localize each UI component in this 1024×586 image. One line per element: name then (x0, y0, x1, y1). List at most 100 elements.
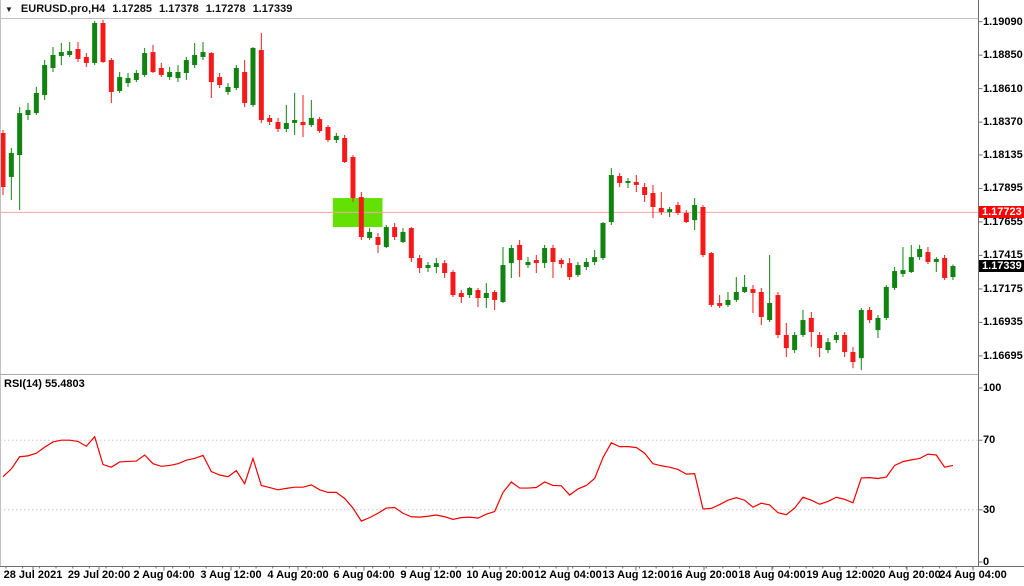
bull-candle (175, 72, 181, 79)
price-tick-label: 1.16935 (983, 316, 1023, 329)
time-tick-label: 4 Aug 20:00 (267, 569, 329, 581)
bear-candle (533, 260, 539, 264)
bear-candle (708, 253, 714, 305)
time-tick-label: 28 Jul 2021 (3, 569, 63, 581)
bull-candle (908, 257, 914, 273)
bull-candle (575, 265, 581, 275)
bull-candle (858, 309, 864, 359)
price-tick-label: 1.17415 (983, 249, 1023, 262)
bull-candle (183, 60, 189, 73)
bull-candle (917, 248, 923, 258)
bear-candle (942, 258, 948, 279)
price-tick-label: 1.18370 (983, 116, 1023, 129)
price-tick-label: 1.17895 (983, 182, 1023, 195)
bull-candle (192, 54, 198, 66)
bear-candle (242, 72, 248, 104)
bull-candle (200, 52, 206, 57)
bull-candle (525, 261, 531, 266)
bull-candle (508, 248, 514, 264)
bull-candle (600, 223, 606, 259)
symbol-period-label: EURUSD.pro,H4 (20, 3, 106, 15)
bear-candle (300, 121, 306, 126)
price-tick-label: 1.16695 (983, 349, 1023, 362)
bull-candle (733, 291, 739, 300)
bull-candle (833, 334, 839, 340)
time-tick-label: 13 Aug 12:00 (602, 569, 670, 581)
bull-candle (8, 152, 14, 177)
rsi-tick-label: 70 (983, 434, 996, 447)
bear-candle (783, 334, 789, 349)
bull-candle (67, 50, 73, 55)
bear-candle (750, 289, 756, 293)
bull-candle (825, 342, 831, 351)
bull-candle (725, 299, 731, 305)
bear-candle (517, 244, 523, 261)
bear-candle (758, 291, 764, 317)
bear-candle (108, 60, 114, 92)
time-tick-label: 18 Aug 04:00 (738, 569, 806, 581)
bull-candle (33, 92, 39, 114)
bear-candle (850, 351, 856, 363)
time-tick-label: 6 Aug 04:00 (333, 569, 395, 581)
time-tick-label: 20 Aug 20:00 (873, 569, 941, 581)
bull-candle (767, 303, 773, 321)
bear-candle (683, 212, 689, 223)
quote-close: 1.17339 (252, 3, 293, 15)
bear-candle (658, 207, 664, 213)
time-tick-label: 24 Aug 04:00 (939, 569, 1007, 581)
bull-candle (367, 231, 373, 238)
bear-candle (717, 303, 723, 306)
bear-candle (75, 48, 81, 60)
bear-candle (217, 77, 223, 85)
bear-candle (700, 206, 706, 255)
bull-candle (333, 135, 339, 140)
bear-candle (650, 193, 656, 207)
bull-candle (542, 248, 548, 264)
bull-candle (625, 181, 631, 183)
bull-candle (250, 48, 256, 105)
bear-candle (325, 127, 331, 140)
bear-candle (642, 187, 648, 195)
bull-candle (225, 86, 231, 92)
hline-price-tag: 1.17723 (979, 206, 1024, 219)
bull-candle (292, 120, 298, 123)
bull-candle (950, 266, 956, 278)
rsi-line (2, 435, 954, 522)
bear-candle (775, 295, 781, 335)
time-tick-label: 29 Jul 20:00 (67, 569, 131, 581)
quote-open: 1.17285 (112, 3, 153, 15)
bull-candle (892, 271, 898, 288)
bull-candle (383, 227, 389, 248)
time-tick-label: 2 Aug 04:00 (133, 569, 195, 581)
bear-candle (150, 52, 156, 73)
bull-candle (117, 77, 123, 91)
bull-candle (92, 23, 98, 63)
rsi-indicator-label: RSI(14) 55.4803 (4, 378, 85, 390)
bull-candle (233, 67, 239, 89)
bull-candle (667, 209, 673, 213)
time-tick-label: 3 Aug 12:00 (200, 569, 262, 581)
bull-candle (25, 109, 31, 116)
bear-candle (458, 292, 464, 298)
symbol-dropdown-icon[interactable]: ▼ (5, 4, 13, 14)
rsi-tick-label: 100 (983, 382, 1002, 394)
price-tick-label: 1.18135 (983, 148, 1023, 161)
bear-candle (267, 117, 273, 122)
bear-candle (342, 138, 348, 163)
bull-candle (883, 286, 889, 318)
bull-candle (467, 287, 473, 296)
bear-candle (567, 263, 573, 278)
bull-candle (875, 317, 881, 331)
bull-candle (792, 334, 798, 351)
bull-candle (933, 259, 939, 262)
bear-candle (258, 49, 264, 121)
bull-candle (742, 286, 748, 292)
bear-candle (842, 334, 848, 352)
price-tick-label: 1.18850 (983, 49, 1023, 62)
time-tick-label: 12 Aug 04:00 (534, 569, 602, 581)
bear-candle (558, 260, 564, 265)
bull-candle (142, 53, 148, 75)
bull-candle (425, 265, 431, 268)
bull-candle (800, 320, 806, 335)
